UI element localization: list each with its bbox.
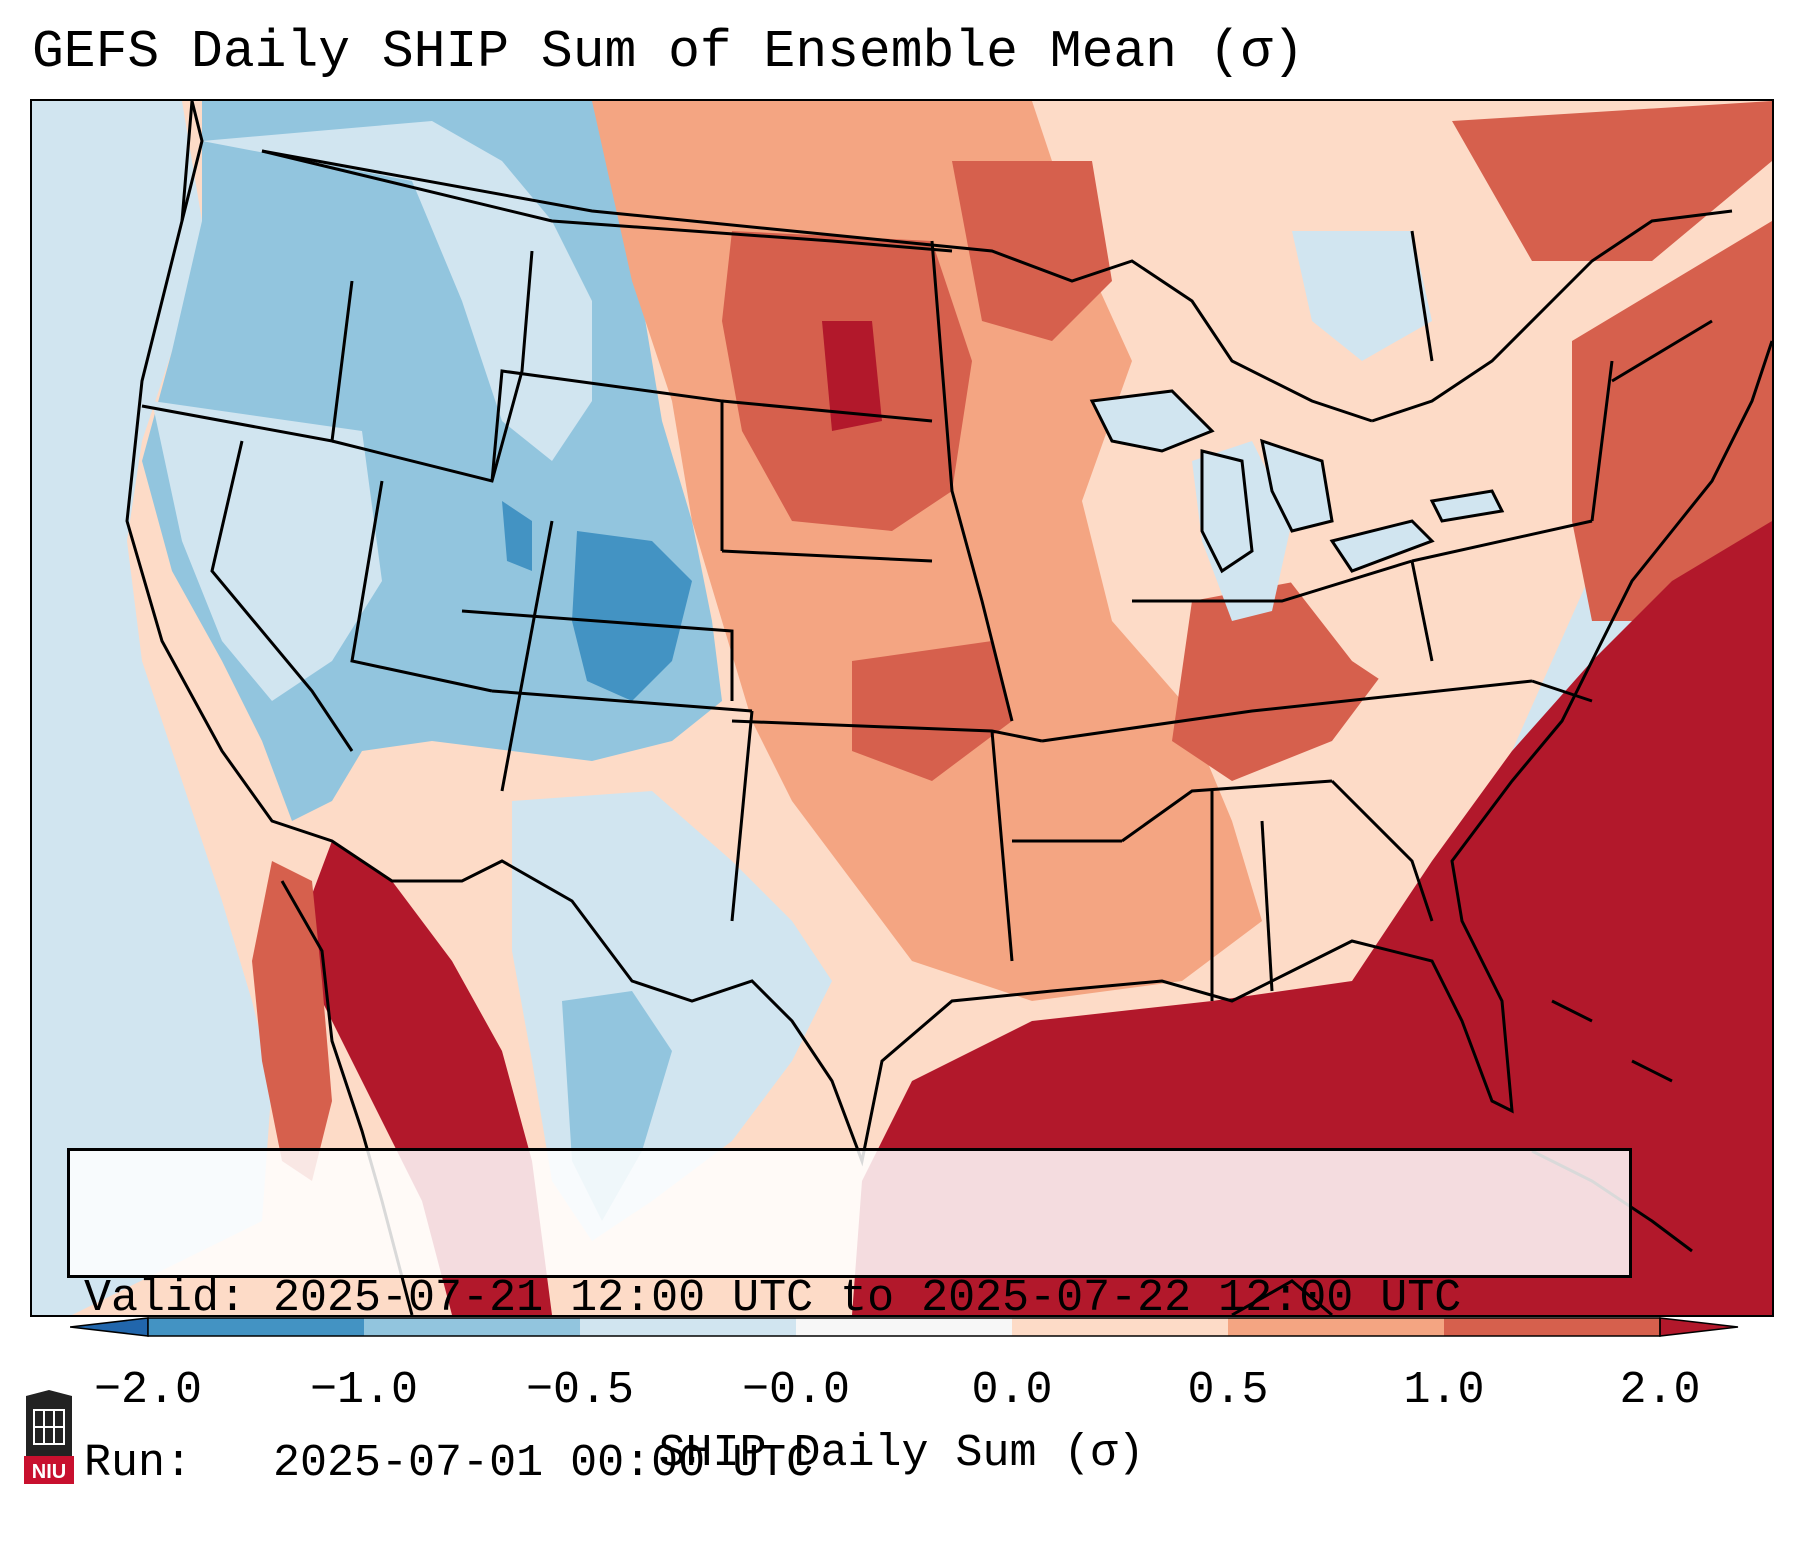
- colorbar: [70, 1317, 1739, 1337]
- colorbar-seg-3: [580, 1318, 796, 1336]
- dakota-darkred-patch: [822, 321, 882, 431]
- colorbar-seg-2: [364, 1318, 580, 1336]
- rockies-darkblue-region: [502, 501, 692, 701]
- colorbar-seg-6: [1228, 1318, 1444, 1336]
- tick-label: −2.0: [93, 1365, 203, 1416]
- baja-warm: [252, 861, 332, 1181]
- tick-label: 0.0: [971, 1365, 1053, 1416]
- great-lakes-lightblue: [1192, 231, 1432, 621]
- colorbar-seg-1: [148, 1318, 364, 1336]
- great-lakes: [1089, 389, 1505, 574]
- colorbar-ticks: −2.0 −1.0 −0.5 −0.0 0.0 0.5 1.0 2.0: [0, 1365, 1803, 1425]
- tick-label: 1.0: [1403, 1365, 1485, 1416]
- tick-label: −1.0: [309, 1365, 419, 1416]
- colorbar-extend-high: [1659, 1317, 1739, 1337]
- colorbar-seg-5: [1012, 1318, 1228, 1336]
- tick-label: −0.5: [525, 1365, 635, 1416]
- tick-label: −0.0: [741, 1365, 851, 1416]
- west-lightblue-region: [152, 121, 592, 701]
- map-title: GEFS Daily SHIP Sum of Ensemble Mean (σ): [32, 22, 1305, 82]
- colorbar-seg-7: [1444, 1318, 1660, 1336]
- colorbar-extend-low: [70, 1317, 149, 1337]
- valid-time-line: Valid: 2025-07-21 12:00 UTC to 2025-07-2…: [84, 1273, 1462, 1324]
- tick-label: 2.0: [1619, 1365, 1701, 1416]
- dakotas-red-region: [722, 161, 1112, 531]
- colorbar-seg-4: [796, 1318, 1012, 1336]
- state-borders: [141, 101, 1713, 1001]
- validity-info-box: Valid: 2025-07-21 12:00 UTC to 2025-07-2…: [67, 1148, 1632, 1489]
- ohio-valley-red-region: [852, 571, 1392, 781]
- northeast-warm-region: [1132, 221, 1592, 701]
- gulf-atlantic-darkred: [852, 521, 1772, 1315]
- niu-logo: NIU: [24, 1390, 74, 1484]
- map-panel: [30, 99, 1774, 1317]
- run-time-line: Run: 2025-07-01 00:00 UTC: [84, 1438, 814, 1489]
- canada-border: [261, 149, 1733, 423]
- map-canvas: [72, 101, 1772, 1315]
- niu-logo-text: NIU: [32, 1461, 66, 1483]
- tick-label: 0.5: [1187, 1365, 1269, 1416]
- colorbar-label: SHIP Daily Sum (σ): [658, 1428, 1145, 1479]
